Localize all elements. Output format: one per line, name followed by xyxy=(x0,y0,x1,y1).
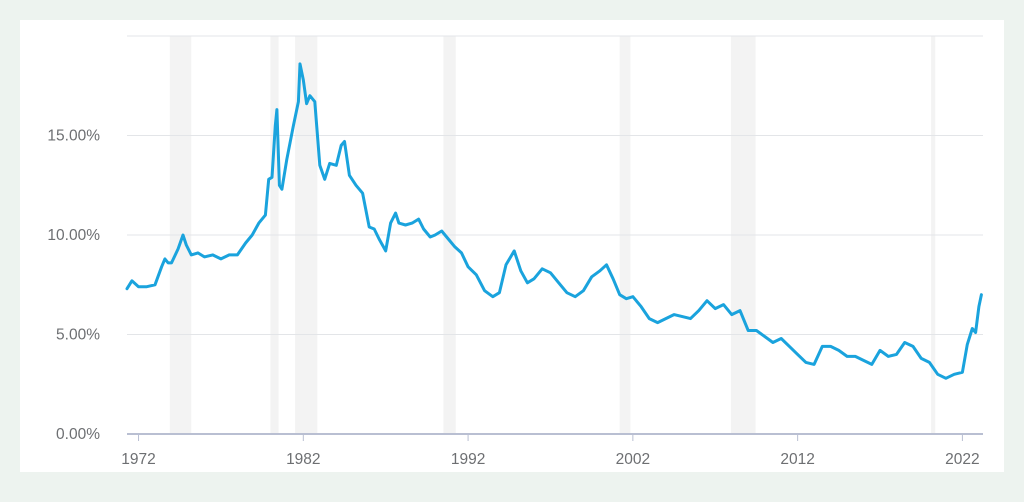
y-tick-label-15: 15.00% xyxy=(47,128,100,145)
x-tick-label-2002: 2002 xyxy=(616,451,650,468)
gridlines xyxy=(127,35,983,435)
mortgage-rate-line-chart: 0.00% 5.00% 10.00% 15.00% 1972 1982 1992 2002 2… xyxy=(47,35,983,468)
x-tick-label-1972: 1972 xyxy=(121,451,155,468)
x-tick-label-2012: 2012 xyxy=(780,451,814,468)
x-axis-ticks: 1972 1982 1992 2002 2012 2022 xyxy=(121,434,980,468)
x-tick-label-1982: 1982 xyxy=(286,451,320,468)
y-tick-label-0: 0.00% xyxy=(56,426,100,443)
y-tick-label-5: 5.00% xyxy=(56,327,100,344)
y-axis-ticks: 0.00% 5.00% 10.00% 15.00% xyxy=(47,128,100,444)
y-tick-label-10: 10.00% xyxy=(47,227,100,244)
x-tick-label-1992: 1992 xyxy=(451,451,485,468)
series-lines xyxy=(125,62,983,380)
series-line-0 xyxy=(125,62,983,380)
x-tick-label-2022: 2022 xyxy=(945,451,979,468)
chart-card: 0.00% 5.00% 10.00% 15.00% 1972 1982 1992 2002 2… xyxy=(20,20,1004,472)
